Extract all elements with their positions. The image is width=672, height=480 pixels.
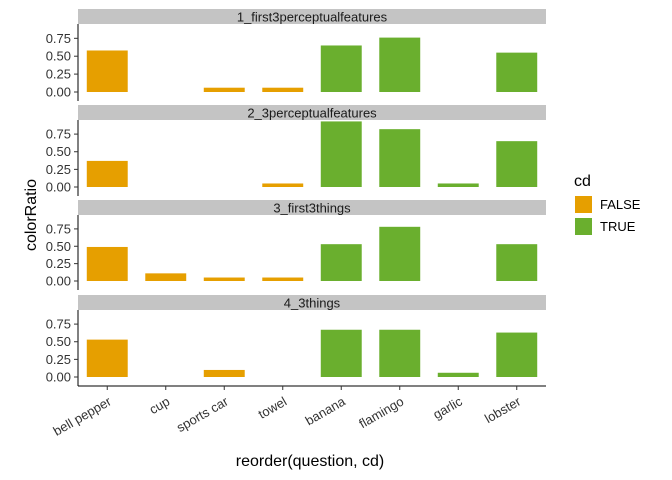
panel-strip (78, 295, 546, 310)
panel-3: 3_first3things 0.00 0.25 0.50 0.75 (46, 200, 546, 290)
legend-swatch-false (575, 196, 592, 213)
bar-flamingo (379, 37, 421, 92)
panel-strip (78, 200, 546, 215)
x-tick-label: flamingo (356, 394, 406, 432)
bar-garlic (437, 183, 479, 187)
bar-banana (320, 121, 362, 187)
bar-towel (262, 183, 304, 187)
panel-strip (78, 105, 546, 120)
legend: cd FALSE TRUE (574, 173, 641, 235)
panel-strip (78, 9, 546, 24)
panel-4: 4_3things 0.00 0.25 0.50 0.75 (46, 295, 546, 386)
x-axis: bell pepper cup sports car towel banana flami… (51, 385, 546, 439)
bar-lobster (496, 332, 538, 377)
bar-banana (320, 329, 362, 377)
bar-lobster (496, 244, 538, 281)
bar-sports-car (203, 369, 245, 377)
bar-flamingo (379, 226, 421, 281)
bar-lobster (496, 141, 538, 187)
bar-bell-pepper (86, 339, 128, 377)
panel-strip-label: 4_3things (284, 296, 341, 311)
panel-strip-label: 2_3perceptualfeatures (247, 106, 377, 121)
y-tick-label: 0.25 (46, 256, 71, 271)
legend-label-true: TRUE (600, 219, 636, 234)
bar-lobster (496, 52, 538, 92)
x-tick-label: banana (303, 393, 349, 428)
y-tick-label: 0.00 (46, 85, 71, 100)
y-tick-label: 0.50 (46, 334, 71, 349)
y-axis-title: colorRatio (23, 179, 40, 251)
x-axis-title: reorder(question, cd) (236, 453, 385, 470)
y-tick-label: 0.75 (46, 127, 71, 142)
y-tick-label: 0.75 (46, 221, 71, 236)
y-tick-label: 0.50 (46, 239, 71, 254)
y-tick-label: 0.25 (46, 162, 71, 177)
bar-bell-pepper (86, 246, 128, 281)
y-tick-label: 0.00 (46, 180, 71, 195)
y-tick-label: 0.50 (46, 49, 71, 64)
y-tick-label: 0.00 (46, 370, 71, 385)
x-tick-label: cup (147, 394, 173, 417)
y-tick-label: 0.00 (46, 274, 71, 289)
panels-group: 1_first3perceptualfeatures 0.00 0.25 0.50 0.… (46, 9, 546, 386)
y-tick-label: 0.50 (46, 144, 71, 159)
bar-sports-car (203, 87, 245, 92)
bar-cup (145, 273, 187, 281)
bar-bell-pepper (86, 50, 128, 92)
y-tick-label: 0.25 (46, 67, 71, 82)
legend-label-false: FALSE (600, 197, 641, 212)
y-tick-label: 0.25 (46, 352, 71, 367)
legend-swatch-true (575, 218, 592, 235)
legend-title: cd (574, 173, 591, 190)
panel-1: 1_first3perceptualfeatures 0.00 0.25 0.50 0.… (46, 9, 546, 101)
x-tick-label: garlic (430, 393, 465, 422)
x-tick-label: towel (255, 394, 289, 422)
y-tick-label: 0.75 (46, 31, 71, 46)
bar-bell-pepper (86, 160, 128, 187)
bar-towel (262, 277, 304, 281)
panel-strip-label: 3_first3things (273, 201, 351, 216)
y-tick-label: 0.75 (46, 317, 71, 332)
bar-sports-car (203, 277, 245, 281)
bar-banana (320, 244, 362, 281)
x-tick-label: bell pepper (51, 393, 115, 438)
bar-towel (262, 87, 304, 92)
x-tick-label: sports car (174, 393, 232, 435)
bar-flamingo (379, 329, 421, 377)
bar-flamingo (379, 129, 421, 187)
bar-garlic (437, 372, 479, 377)
panel-2: 2_3perceptualfeatures 0.00 0.25 0.50 0.75 (46, 105, 546, 196)
bar-banana (320, 45, 362, 92)
x-tick-label: lobster (482, 393, 524, 426)
panel-strip-label: 1_first3perceptualfeatures (237, 10, 388, 25)
